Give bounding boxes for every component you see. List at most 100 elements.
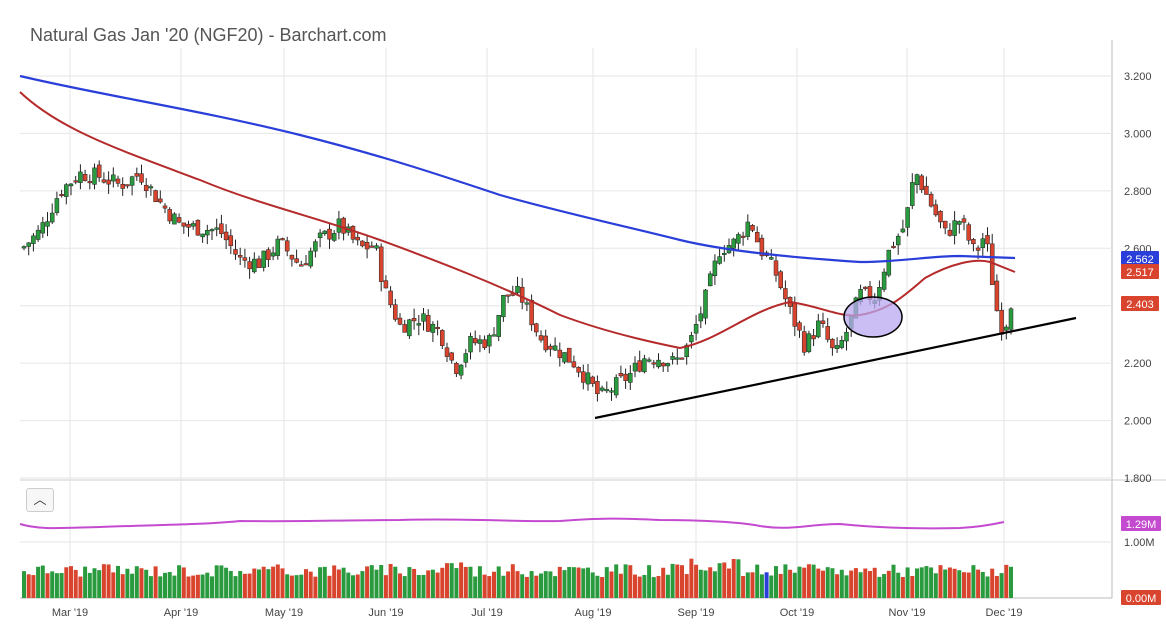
volume-bar [261,566,266,598]
volume-bar [835,574,840,598]
candle-body [792,302,798,327]
candle-body [825,326,830,340]
volume-bar [886,570,891,598]
candle-body [604,389,610,392]
volume-bar [1004,564,1009,598]
volume-bar [186,576,191,598]
candle-body [684,344,689,358]
volume-bar [882,574,887,598]
volume-bar [402,576,407,598]
candle-body [895,235,901,246]
x-tick-label: May '19 [265,607,303,619]
y-tick-label: 2.800 [1124,186,1152,198]
volume-bar [304,569,308,598]
candle-body [228,235,234,247]
volume-bar [698,569,703,598]
volume-bar [567,567,572,598]
candle-body [49,212,55,223]
volume-bar [148,576,153,598]
volume-bar [285,574,290,598]
candle-body [92,167,97,185]
volume-bar [774,566,778,598]
candle-body [374,245,379,249]
x-tick-label: Mar '19 [52,607,88,619]
candle-body [505,294,511,297]
candle-body [82,174,88,181]
candle-body [331,233,337,241]
volume-bar [604,567,609,598]
volume-bar [228,571,233,598]
volume-bar [416,575,421,598]
volume-bar [515,571,520,598]
volume-bar [816,568,821,598]
volume-bar [379,565,384,598]
volume-bar [318,567,323,598]
volume-bar [369,565,374,598]
price-label-box [1121,251,1159,266]
candle-body [816,320,821,338]
volume-bar [957,570,962,598]
candle-body [214,227,219,230]
collapse-button[interactable]: ︿ [26,488,54,512]
candle-body [736,234,741,244]
candle-body [820,320,826,324]
candle-body [773,260,779,276]
candle-body [148,186,154,189]
price-label-box [1121,264,1159,279]
candle-body [280,238,285,241]
candle-body [919,175,924,190]
chevron-up-icon: ︿ [33,492,47,507]
volume-bar [45,573,50,598]
volume-bar [412,568,417,598]
candle-body [350,226,356,240]
candle-body [924,185,929,195]
volume-bar [177,565,182,598]
volume-bar [336,569,341,598]
volume-bar [430,569,435,598]
candle-body [458,364,464,376]
volume-bar [116,565,120,598]
candle-body [54,198,60,213]
candle-body [482,339,487,348]
candle-body [59,194,64,197]
volume-bar [327,575,332,598]
volume-bar [994,575,999,598]
volume-bar [661,567,666,598]
volume-bar [210,576,214,598]
x-tick-label: Nov '19 [889,607,926,619]
volume-bar [308,571,313,598]
candle-body [529,299,534,326]
candle-body [642,358,647,373]
candle-body [717,256,722,264]
candle-body [435,327,440,330]
volume-bar [78,576,83,598]
volume-bar [543,571,548,598]
candle-body [397,317,403,325]
candle-body [543,335,548,351]
candle-body [158,198,163,203]
candle-body [745,221,751,237]
volume-bar [811,564,816,598]
candle-body [247,261,252,270]
candle-body [501,295,506,318]
candle-body [548,345,553,350]
candle-body [299,264,304,267]
candle-body [839,340,845,348]
candle-body [646,359,652,362]
volume-bar [727,568,731,598]
volume-bar [195,574,200,598]
candle-body [106,179,111,185]
volume-bar [167,572,172,598]
volume-bar [468,566,473,598]
candle-body [712,260,718,276]
candle-body [571,361,577,368]
volume-label-box [1121,516,1161,531]
volume-bar [233,576,238,598]
candle-body [195,219,201,236]
volume-bar [665,574,670,598]
candle-body [1004,326,1009,331]
price-label-text: 2.517 [1126,267,1154,279]
volume-bar [271,566,276,598]
volume-bar [294,575,299,598]
volume-bar [759,574,764,598]
